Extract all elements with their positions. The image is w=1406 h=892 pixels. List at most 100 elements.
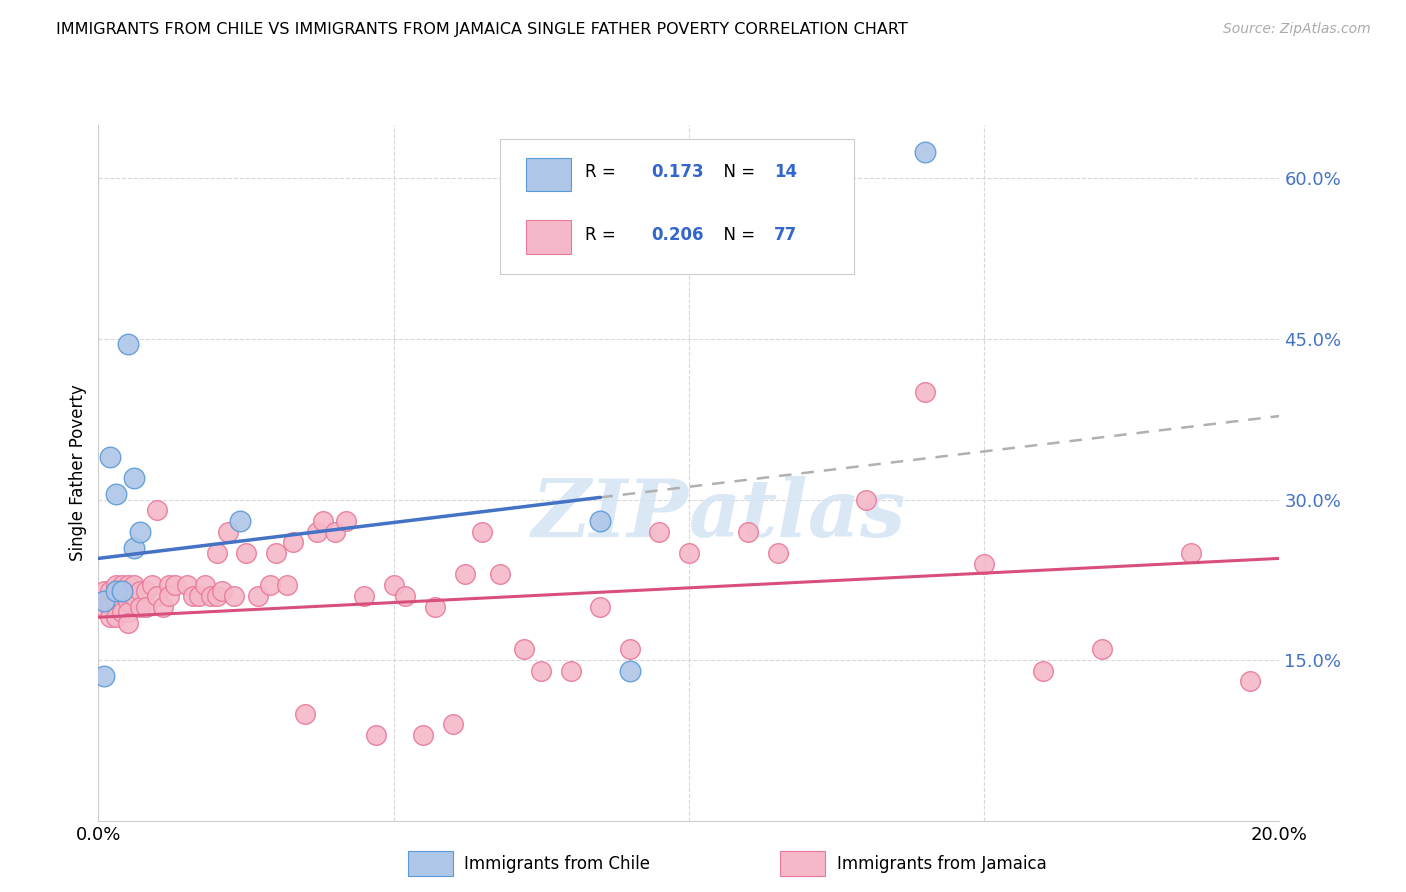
Point — [1239, 674, 1261, 689]
Point — [187, 589, 209, 603]
Point — [678, 546, 700, 560]
Point — [1032, 664, 1054, 678]
Point — [560, 664, 582, 678]
Point — [353, 589, 375, 603]
Point — [111, 578, 134, 592]
Point — [224, 589, 246, 603]
Point — [305, 524, 328, 539]
Text: Immigrants from Jamaica: Immigrants from Jamaica — [837, 855, 1046, 873]
Point — [211, 583, 233, 598]
Point — [364, 728, 387, 742]
Point — [181, 589, 204, 603]
Point — [165, 578, 187, 592]
Point — [93, 669, 115, 683]
Text: ZIP: ZIP — [531, 475, 689, 553]
Point — [471, 524, 494, 539]
Text: 14: 14 — [773, 163, 797, 181]
Point — [914, 145, 936, 159]
Point — [157, 578, 180, 592]
Point — [105, 594, 128, 608]
Point — [122, 471, 145, 485]
Point — [914, 385, 936, 400]
Point — [105, 583, 128, 598]
Point — [152, 599, 174, 614]
Point — [117, 337, 139, 351]
Point — [312, 514, 335, 528]
Point — [619, 664, 641, 678]
Point — [128, 524, 150, 539]
Point — [93, 583, 115, 598]
Point — [294, 706, 316, 721]
FancyBboxPatch shape — [526, 220, 571, 253]
Point — [117, 594, 139, 608]
Text: atlas: atlas — [689, 475, 907, 553]
Point — [423, 599, 446, 614]
Point — [264, 546, 287, 560]
Point — [1180, 546, 1202, 560]
Point — [146, 503, 169, 517]
Point — [217, 524, 239, 539]
Point — [146, 589, 169, 603]
Text: IMMIGRANTS FROM CHILE VS IMMIGRANTS FROM JAMAICA SINGLE FATHER POVERTY CORRELATI: IMMIGRANTS FROM CHILE VS IMMIGRANTS FROM… — [56, 22, 908, 37]
Point — [105, 487, 128, 501]
Y-axis label: Single Father Poverty: Single Father Poverty — [69, 384, 87, 561]
Point — [122, 541, 145, 555]
Point — [93, 594, 115, 608]
Text: 0.206: 0.206 — [651, 226, 703, 244]
Point — [135, 583, 157, 598]
Point — [176, 578, 198, 592]
Point — [973, 557, 995, 571]
Point — [98, 450, 121, 464]
Point — [441, 717, 464, 731]
Text: Source: ZipAtlas.com: Source: ZipAtlas.com — [1223, 22, 1371, 37]
Point — [259, 578, 281, 592]
Point — [512, 642, 534, 657]
Point — [141, 578, 163, 592]
Point — [619, 642, 641, 657]
Point — [135, 599, 157, 614]
Text: N =: N = — [713, 226, 759, 244]
Point — [117, 578, 139, 592]
Point — [117, 605, 139, 619]
Point — [855, 492, 877, 507]
Text: Immigrants from Chile: Immigrants from Chile — [464, 855, 650, 873]
Text: 0.173: 0.173 — [651, 163, 704, 181]
Point — [235, 546, 257, 560]
Point — [93, 594, 115, 608]
Point — [205, 546, 228, 560]
Point — [98, 610, 121, 624]
Point — [648, 524, 671, 539]
Point — [382, 578, 405, 592]
Point — [93, 599, 115, 614]
Point — [530, 664, 553, 678]
Point — [111, 583, 134, 598]
Point — [111, 594, 134, 608]
Point — [105, 610, 128, 624]
Point — [122, 589, 145, 603]
Point — [453, 567, 475, 582]
Text: N =: N = — [713, 163, 759, 181]
Point — [98, 583, 121, 598]
Point — [157, 589, 180, 603]
FancyBboxPatch shape — [501, 139, 855, 275]
Point — [200, 589, 222, 603]
Point — [122, 578, 145, 592]
Point — [489, 567, 512, 582]
Text: R =: R = — [585, 226, 626, 244]
Point — [589, 514, 612, 528]
Point — [105, 583, 128, 598]
Point — [117, 615, 139, 630]
Point — [111, 605, 134, 619]
Point — [323, 524, 346, 539]
Point — [1091, 642, 1114, 657]
Point — [276, 578, 298, 592]
Point — [229, 514, 252, 528]
Text: R =: R = — [585, 163, 626, 181]
Point — [128, 599, 150, 614]
FancyBboxPatch shape — [526, 158, 571, 191]
Point — [105, 578, 128, 592]
Point — [394, 589, 416, 603]
Point — [412, 728, 434, 742]
Point — [246, 589, 269, 603]
Point — [283, 535, 305, 549]
